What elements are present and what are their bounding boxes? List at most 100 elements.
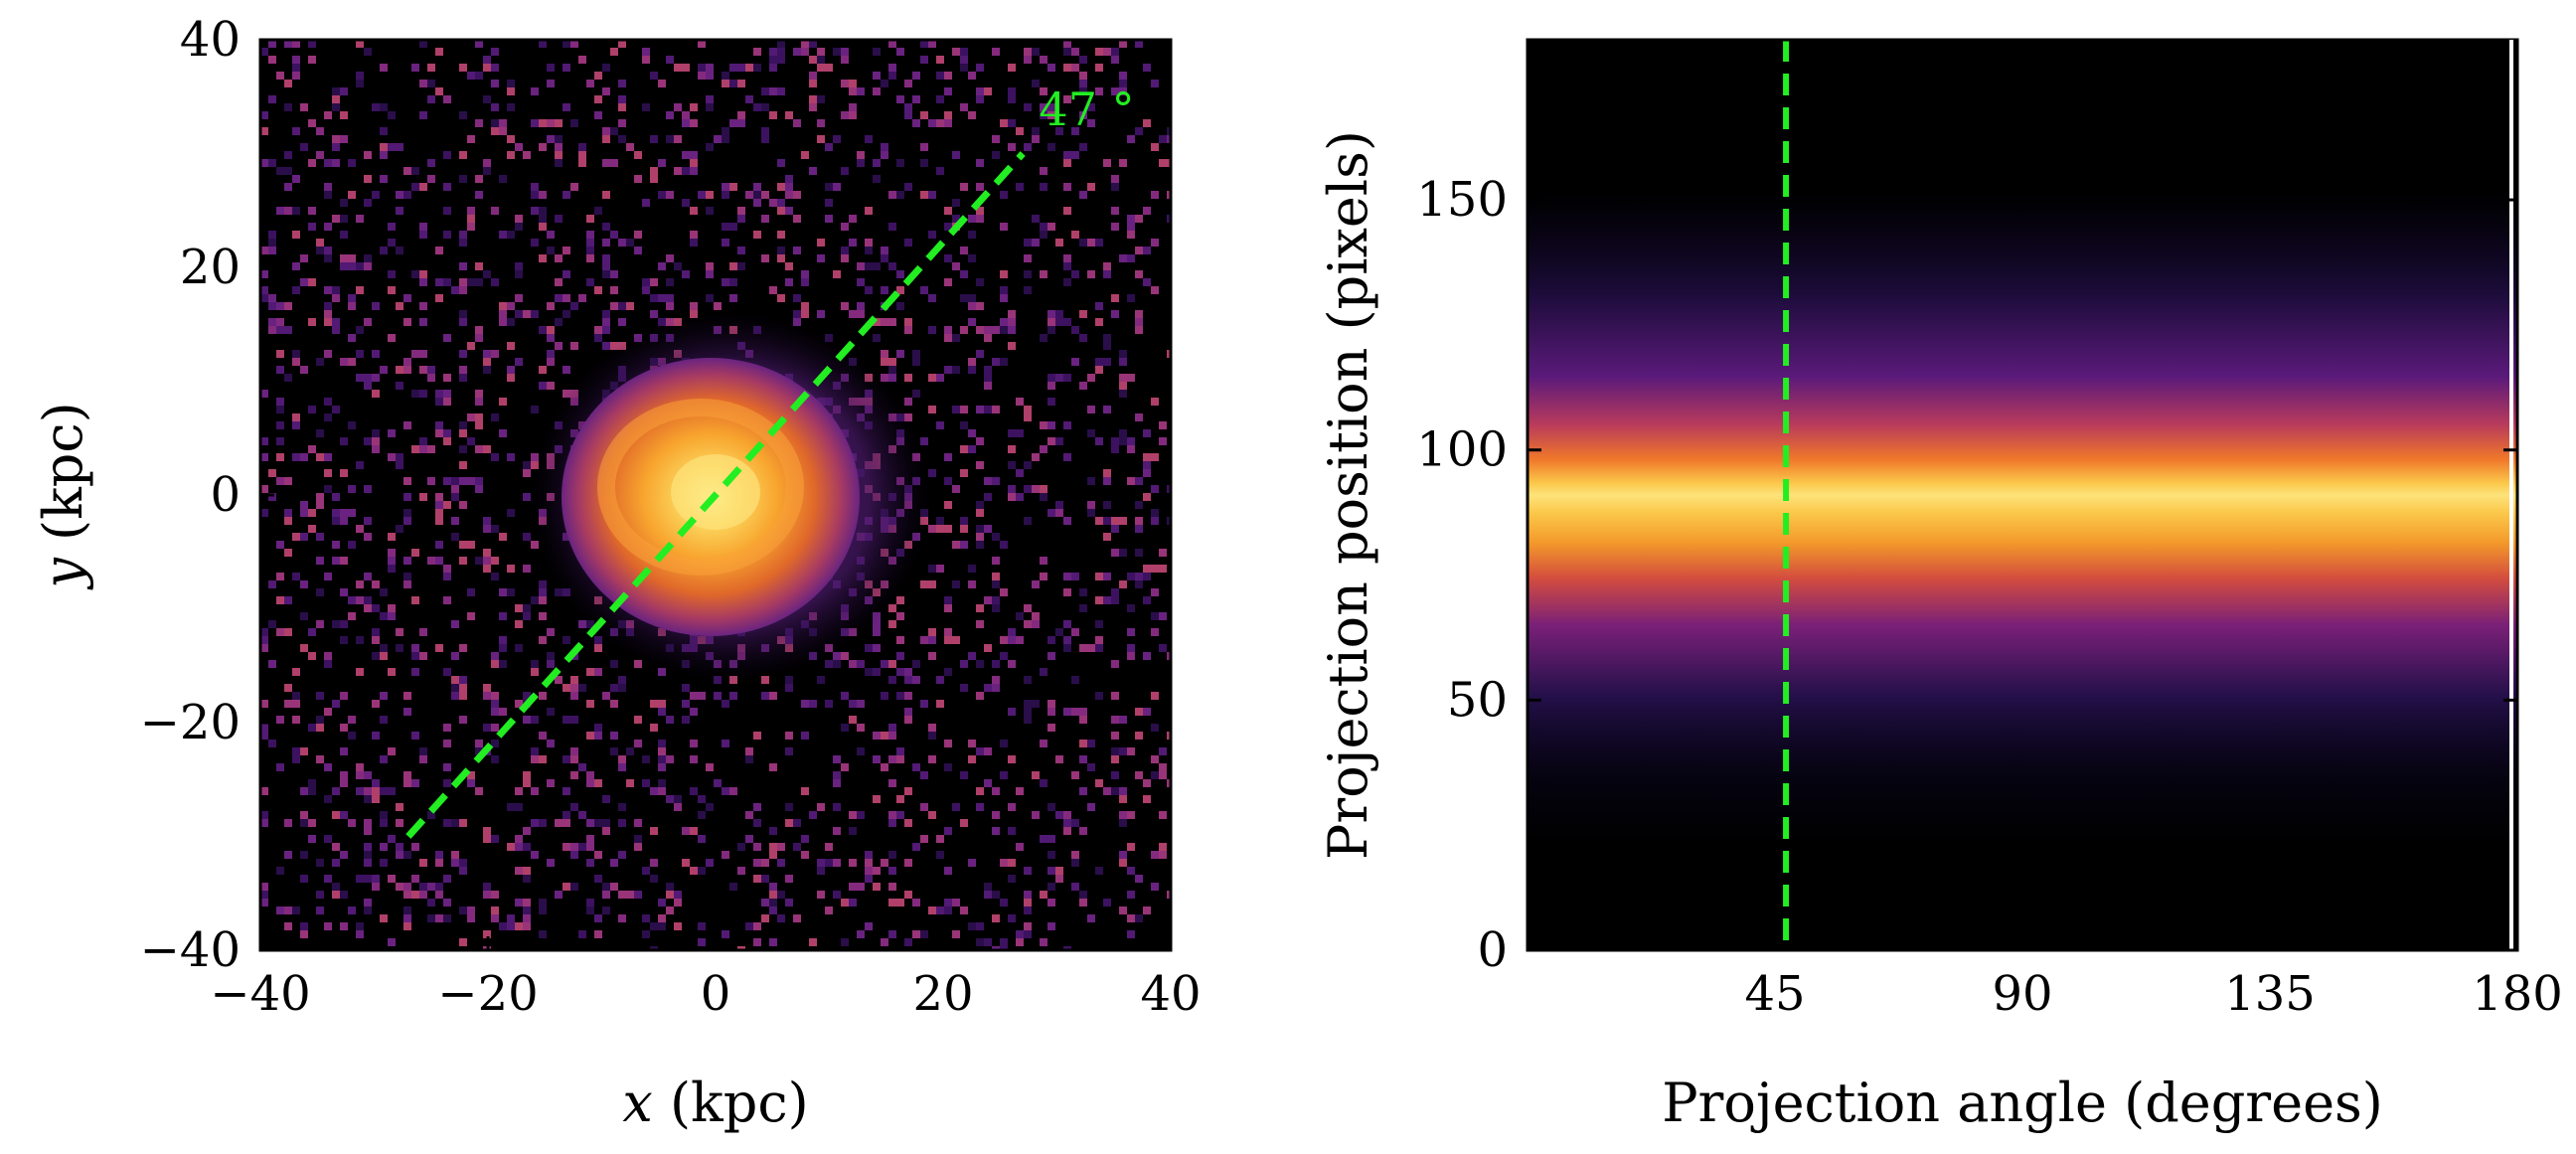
noise-pixel — [348, 421, 356, 429]
noise-pixel — [411, 167, 419, 175]
noise-pixel — [531, 851, 539, 859]
noise-pixel — [316, 716, 324, 724]
noise-pixel — [960, 326, 968, 334]
noise-pixel — [1008, 755, 1016, 763]
noise-pixel — [825, 183, 833, 191]
noise-pixel — [491, 755, 499, 763]
noise-pixel — [268, 326, 276, 334]
noise-pixel — [475, 175, 483, 183]
noise-pixel — [292, 907, 300, 914]
noise-pixel — [960, 64, 968, 72]
noise-pixel — [968, 755, 976, 763]
noise-pixel — [435, 851, 443, 859]
noise-pixel — [435, 644, 443, 652]
noise-pixel — [316, 247, 324, 254]
noise-pixel — [833, 803, 841, 811]
noise-pixel — [284, 819, 292, 827]
noise-pixel — [1079, 604, 1087, 612]
noise-pixel — [1000, 119, 1008, 127]
noise-pixel — [594, 286, 602, 294]
noise-pixel — [348, 485, 356, 493]
noise-pixel — [411, 779, 419, 787]
noise-pixel — [1143, 493, 1151, 501]
noise-pixel — [276, 72, 284, 80]
noise-pixel — [729, 787, 737, 795]
noise-pixel — [372, 875, 380, 883]
noise-pixel — [1095, 620, 1103, 628]
noise-pixel — [300, 875, 308, 883]
noise-pixel — [1095, 692, 1103, 700]
noise-pixel — [419, 859, 427, 867]
noise-pixel — [865, 668, 873, 676]
noise-pixel — [928, 326, 936, 334]
noise-pixel — [944, 827, 952, 835]
noise-pixel — [324, 302, 332, 310]
galaxy-ring — [597, 399, 804, 576]
noise-pixel — [960, 469, 968, 477]
noise-pixel — [658, 700, 666, 708]
noise-pixel — [531, 183, 539, 191]
noise-pixel — [340, 509, 348, 517]
noise-pixel — [340, 111, 348, 119]
noise-pixel — [1119, 80, 1127, 87]
noise-pixel — [539, 207, 547, 215]
noise-pixel — [833, 859, 841, 867]
noise-pixel — [1143, 573, 1151, 580]
noise-pixel — [356, 525, 364, 533]
noise-pixel — [769, 56, 777, 64]
noise-pixel — [1055, 437, 1063, 445]
noise-pixel — [1167, 485, 1171, 493]
noise-pixel — [888, 779, 896, 787]
noise-pixel — [928, 811, 936, 819]
noise-pixel — [396, 644, 403, 652]
noise-pixel — [531, 787, 539, 795]
noise-pixel — [499, 588, 507, 596]
noise-pixel — [1008, 326, 1016, 334]
noise-pixel — [1071, 771, 1079, 779]
noise-pixel — [658, 747, 666, 755]
noise-pixel — [1111, 48, 1119, 56]
noise-pixel — [873, 620, 881, 628]
noise-pixel — [284, 40, 292, 48]
noise-pixel — [523, 533, 531, 541]
noise-pixel — [1151, 286, 1159, 294]
noise-pixel — [499, 612, 507, 620]
noise-pixel — [451, 819, 459, 827]
noise-pixel — [1167, 517, 1171, 525]
noise-pixel — [356, 72, 364, 80]
noise-pixel — [1119, 747, 1127, 755]
noise-pixel — [1119, 907, 1127, 914]
noise-pixel — [547, 231, 555, 239]
noise-pixel — [825, 660, 833, 668]
noise-pixel — [523, 922, 531, 930]
noise-pixel — [896, 270, 904, 278]
noise-pixel — [888, 72, 896, 80]
noise-pixel — [443, 565, 451, 573]
noise-pixel — [284, 851, 292, 859]
noise-pixel — [539, 215, 547, 223]
noise-pixel — [276, 350, 284, 358]
noise-pixel — [491, 660, 499, 668]
noise-pixel — [308, 223, 316, 231]
noise-pixel — [690, 302, 698, 310]
noise-pixel — [873, 318, 881, 326]
noise-pixel — [1079, 787, 1087, 795]
noise-pixel — [1151, 485, 1159, 493]
noise-pixel — [674, 64, 682, 72]
noise-pixel — [1135, 708, 1143, 716]
noise-pixel — [594, 636, 602, 644]
noise-pixel — [403, 167, 411, 175]
noise-pixel — [372, 883, 380, 891]
noise-pixel — [467, 207, 475, 215]
noise-pixel — [857, 159, 865, 167]
noise-pixel — [467, 135, 475, 143]
noise-pixel — [1135, 501, 1143, 509]
noise-pixel — [332, 811, 340, 819]
noise-pixel — [992, 151, 1000, 159]
noise-pixel — [1000, 318, 1008, 326]
noise-pixel — [531, 406, 539, 413]
noise-pixel — [1040, 485, 1047, 493]
noise-pixel — [1008, 310, 1016, 318]
noise-pixel — [1000, 326, 1008, 334]
noise-pixel — [388, 604, 396, 612]
